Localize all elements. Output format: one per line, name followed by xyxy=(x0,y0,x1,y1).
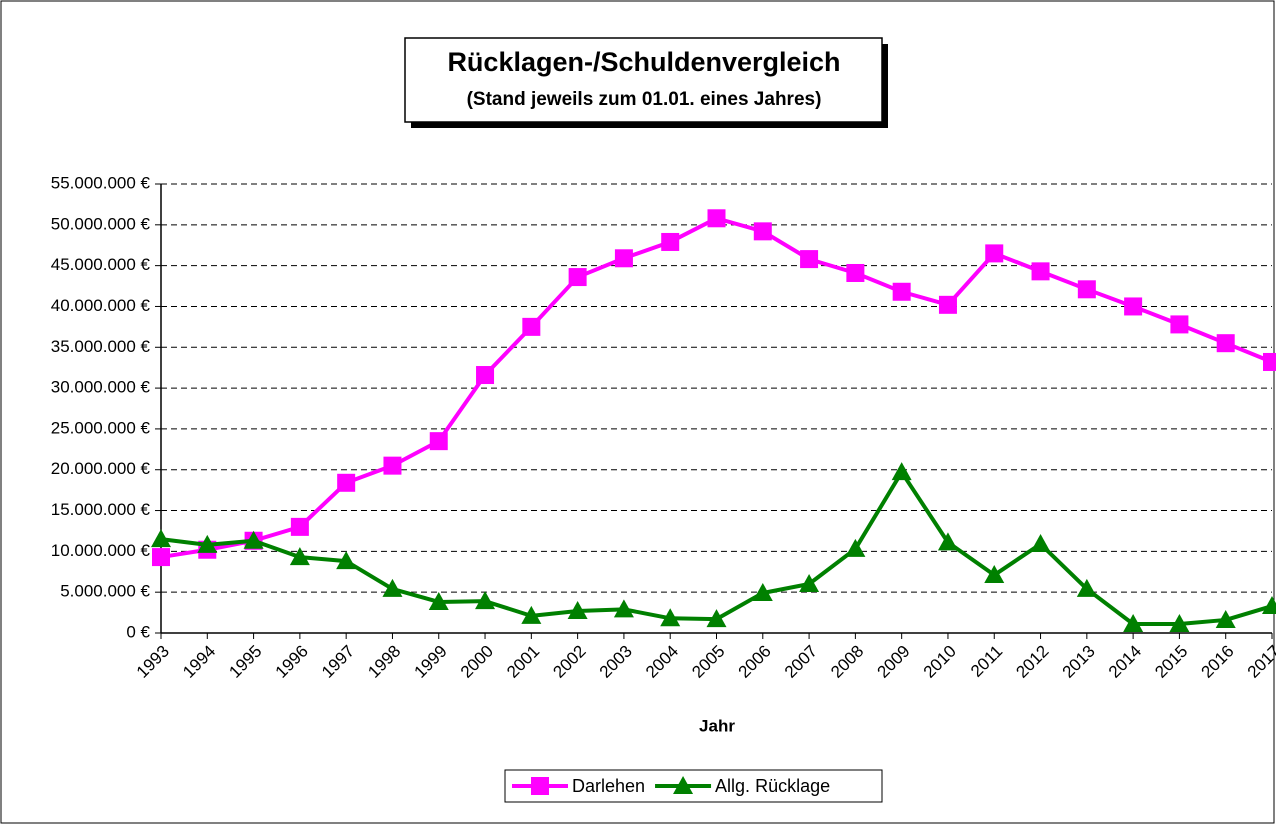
marker-triangle xyxy=(891,462,912,481)
marker-square xyxy=(1170,315,1189,334)
marker-triangle xyxy=(1030,534,1051,553)
y-tick-label: 0 € xyxy=(126,622,150,641)
marker-triangle xyxy=(660,608,681,627)
marker-triangle xyxy=(673,776,694,794)
legend-label: Allg. Rücklage xyxy=(715,776,830,796)
marker-square xyxy=(383,456,402,475)
marker-square xyxy=(985,244,1004,263)
marker-square xyxy=(1216,334,1235,353)
chart-title: Rücklagen-/Schuldenvergleich xyxy=(447,47,840,77)
x-axis-label: Jahr xyxy=(699,716,735,735)
legend-label: Darlehen xyxy=(572,776,645,796)
marker-square xyxy=(152,548,170,567)
marker-square xyxy=(707,209,726,228)
marker-square xyxy=(1077,280,1096,299)
marker-square xyxy=(522,317,541,336)
marker-square xyxy=(531,777,549,795)
marker-triangle xyxy=(845,538,866,557)
marker-square xyxy=(429,432,448,451)
marker-square xyxy=(661,232,680,251)
y-tick-label: 10.000.000 € xyxy=(51,541,151,560)
marker-triangle xyxy=(1076,578,1097,597)
marker-square xyxy=(614,249,633,268)
marker-triangle xyxy=(1123,614,1144,633)
marker-square xyxy=(753,222,772,241)
y-tick-label: 30.000.000 € xyxy=(51,378,151,397)
marker-square xyxy=(568,268,587,287)
y-tick-label: 20.000.000 € xyxy=(51,459,151,478)
marker-triangle xyxy=(336,551,357,570)
y-tick-label: 15.000.000 € xyxy=(51,500,151,519)
marker-triangle xyxy=(799,574,820,593)
marker-square xyxy=(1031,262,1050,281)
marker-square xyxy=(1263,352,1276,371)
marker-triangle xyxy=(243,530,264,549)
marker-triangle xyxy=(1262,596,1276,615)
chart-subtitle: (Stand jeweils zum 01.01. eines Jahres) xyxy=(467,89,822,110)
marker-square xyxy=(337,473,356,492)
marker-square xyxy=(846,263,865,282)
marker-triangle xyxy=(1215,609,1236,628)
marker-triangle xyxy=(984,565,1005,584)
marker-triangle xyxy=(382,578,403,597)
y-tick-label: 45.000.000 € xyxy=(51,255,151,274)
marker-triangle xyxy=(613,599,634,618)
y-tick-label: 35.000.000 € xyxy=(51,337,151,356)
marker-triangle xyxy=(197,534,218,553)
marker-triangle xyxy=(475,591,496,610)
y-tick-label: 5.000.000 € xyxy=(60,582,150,601)
marker-triangle xyxy=(1169,614,1190,633)
marker-triangle xyxy=(752,582,773,601)
marker-triangle xyxy=(937,532,958,551)
marker-triangle xyxy=(428,591,449,610)
marker-square xyxy=(476,366,495,385)
marker-square xyxy=(892,282,911,301)
marker-triangle xyxy=(151,529,171,548)
marker-square xyxy=(800,250,819,269)
marker-triangle xyxy=(706,609,727,628)
title-box xyxy=(404,37,883,123)
marker-triangle xyxy=(567,600,588,619)
y-tick-label: 25.000.000 € xyxy=(51,418,151,437)
marker-triangle xyxy=(521,605,542,624)
y-tick-label: 50.000.000 € xyxy=(51,214,151,233)
marker-square xyxy=(1124,297,1143,316)
y-tick-label: 55.000.000 € xyxy=(51,173,151,192)
y-tick-label: 40.000.000 € xyxy=(51,296,151,315)
marker-square xyxy=(938,295,957,314)
marker-triangle xyxy=(289,547,310,566)
marker-square xyxy=(290,517,309,536)
